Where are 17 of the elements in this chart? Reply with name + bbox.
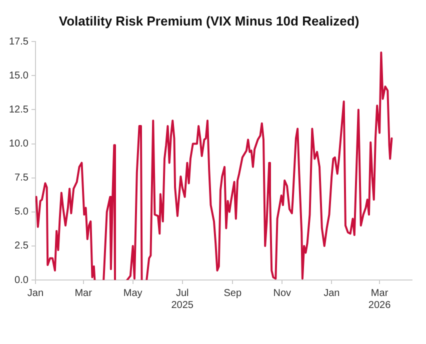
x-tick-label: Nov (273, 288, 292, 299)
x-tick-label: Mar 2026 (368, 288, 392, 311)
y-tick-label: 0.0 (14, 274, 29, 286)
y-tick-label: 5.0 (14, 206, 29, 218)
chart-title: Volatility Risk Premium (VIX Minus 10d Realized) (58, 13, 360, 28)
x-tick-label: Sep (224, 288, 242, 299)
y-tick-label: 7.5 (14, 172, 29, 184)
x-tick-label: Jan (27, 288, 44, 299)
x-tick-label: Mar (74, 288, 93, 299)
y-tick-label: 10.0 (8, 138, 29, 150)
y-tick-label: 12.5 (8, 104, 29, 116)
y-tick-label: 17.5 (8, 36, 29, 48)
x-tick-label: Jan (324, 288, 340, 299)
y-tick-label: 2.5 (14, 240, 29, 252)
x-tick-label: May (123, 288, 142, 299)
x-tick-label: Jul 2025 (171, 288, 194, 311)
y-tick-label: 15.0 (8, 70, 29, 82)
